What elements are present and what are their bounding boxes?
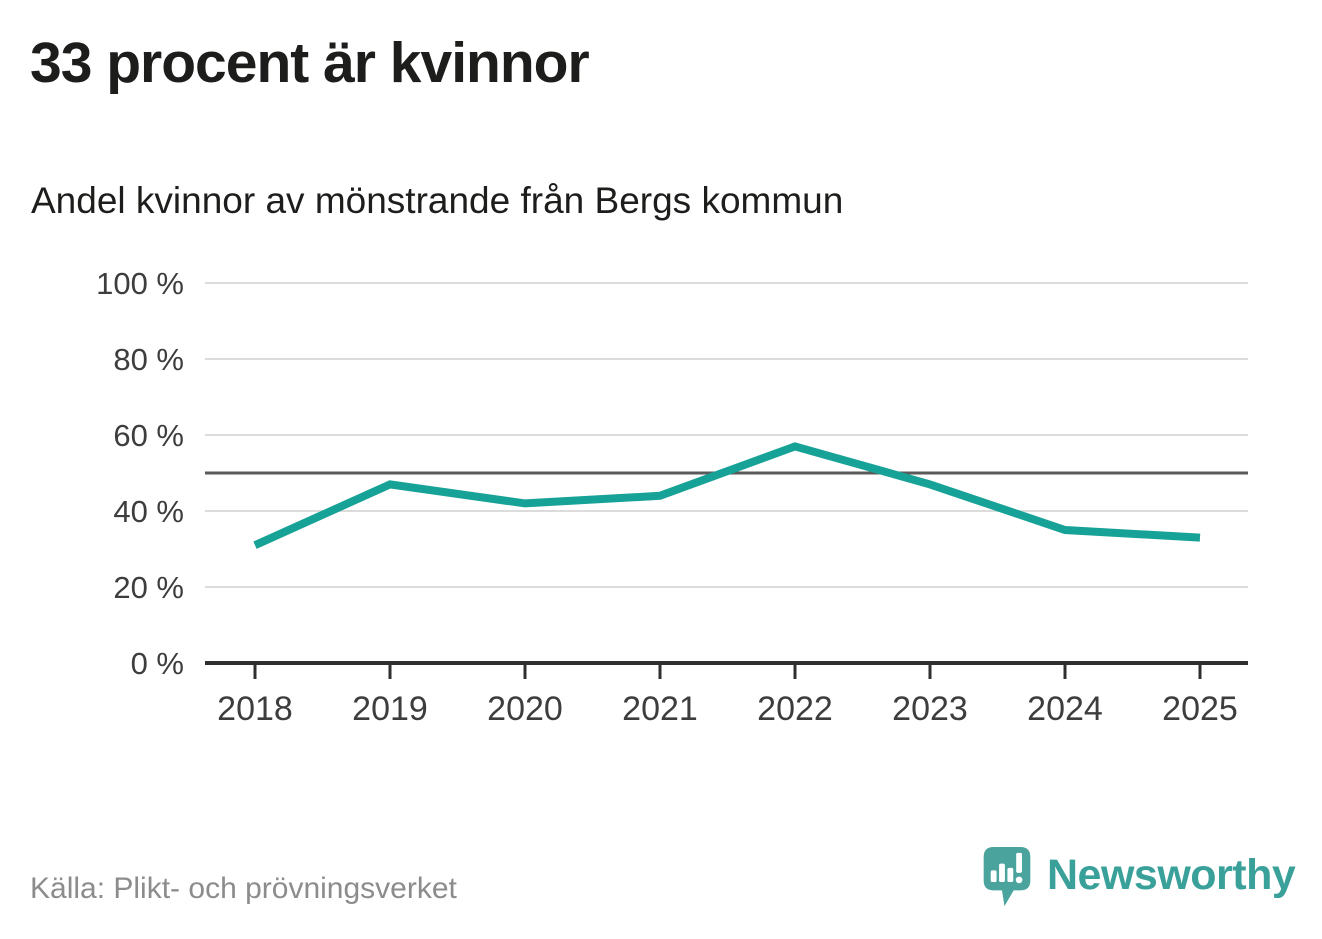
newsworthy-mark-icon [983,847,1031,907]
svg-text:2020: 2020 [487,690,563,728]
svg-text:60 %: 60 % [113,418,184,453]
svg-text:0 %: 0 % [131,646,184,681]
svg-text:2025: 2025 [1162,690,1238,728]
line-chart: 0 % 20 % 40 % 60 % 80 % 100 % 2018 2019 2020 2021… [96,266,1248,728]
chart-subtitle: Andel kvinnor av mönstrande från Bergs k… [31,180,844,221]
series-line [253,442,1201,549]
y-axis-labels: 0 % 20 % 40 % 60 % 80 % 100 % [96,266,184,681]
page-title: 33 procent är kvinnor [30,31,590,95]
svg-text:80 %: 80 % [113,342,184,377]
svg-text:2018: 2018 [217,690,293,728]
chart-footer: Källa: Plikt- och prövningsverket Newswo… [0,840,1322,939]
newsworthy-wordmark: Newsworthy [1047,851,1296,899]
svg-text:2019: 2019 [352,690,428,728]
x-axis-labels: 2018 2019 2020 2021 2022 2023 2024 2025 [217,690,1238,728]
svg-text:2023: 2023 [892,690,968,728]
x-axis [205,661,1248,679]
source-text: Källa: Plikt- och prövningsverket [30,872,457,905]
svg-text:2024: 2024 [1027,690,1103,728]
newsworthy-logo: Newsworthy [982,845,1296,925]
svg-text:40 %: 40 % [113,494,184,529]
svg-text:20 %: 20 % [113,570,184,605]
gridlines [205,282,1248,588]
svg-text:2022: 2022 [757,690,833,728]
svg-text:100 %: 100 % [96,266,184,301]
svg-text:2021: 2021 [622,690,698,728]
